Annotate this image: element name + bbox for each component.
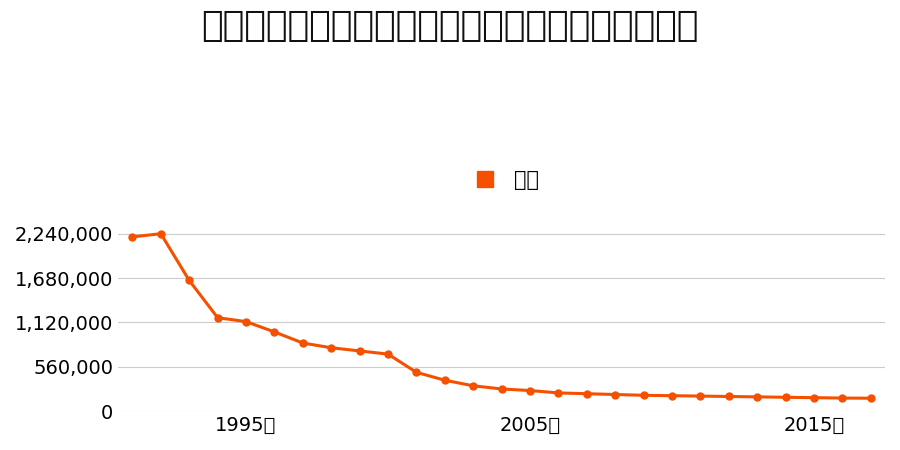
Text: 大阪府摂津市千里丘１丁目１２７番１内の地価推移: 大阪府摂津市千里丘１丁目１２７番１内の地価推移 xyxy=(202,9,698,43)
Legend: 価格: 価格 xyxy=(455,162,547,199)
